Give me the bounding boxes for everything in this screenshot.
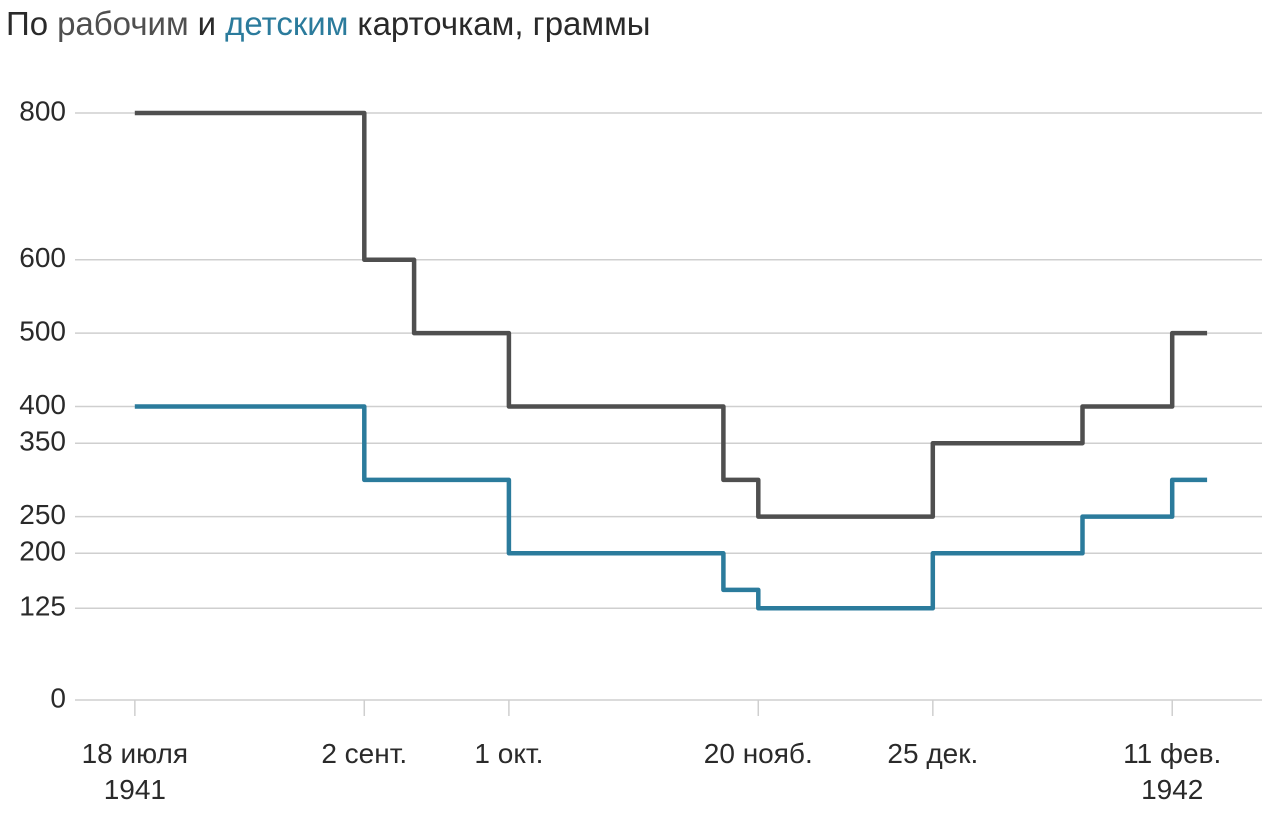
y-tick-label: 350 — [19, 426, 66, 457]
y-tick-label: 400 — [19, 389, 66, 420]
x-tick-label: 11 фев. 1942 — [1123, 738, 1222, 805]
y-tick-label: 0 — [50, 682, 66, 713]
title-middle: и — [198, 5, 216, 42]
x-tick-label: 18 июля 1941 — [81, 738, 189, 805]
series-line — [134, 404, 1208, 611]
x-tick-label: 2 сент. — [321, 738, 408, 769]
y-tick-label: 600 — [19, 242, 66, 273]
title-series-0: рабочим — [57, 5, 189, 42]
y-tick-label: 250 — [19, 499, 66, 530]
y-tick-label: 500 — [19, 316, 66, 347]
x-tick-label: 1 окт. — [474, 738, 544, 769]
series-line — [134, 110, 1208, 519]
y-tick-label: 200 — [19, 536, 66, 567]
title-prefix: По — [6, 5, 48, 42]
title-series-1: детским — [225, 5, 348, 42]
y-tick-label: 800 — [19, 95, 66, 126]
x-tick-label: 25 дек. — [887, 738, 979, 769]
title-suffix: карточкам, граммы — [357, 5, 650, 42]
x-tick-label: 20 нояб. — [703, 738, 813, 769]
chart-title: По рабочим и детским карточкам, граммы — [6, 5, 651, 42]
y-tick-label: 125 — [19, 591, 66, 622]
